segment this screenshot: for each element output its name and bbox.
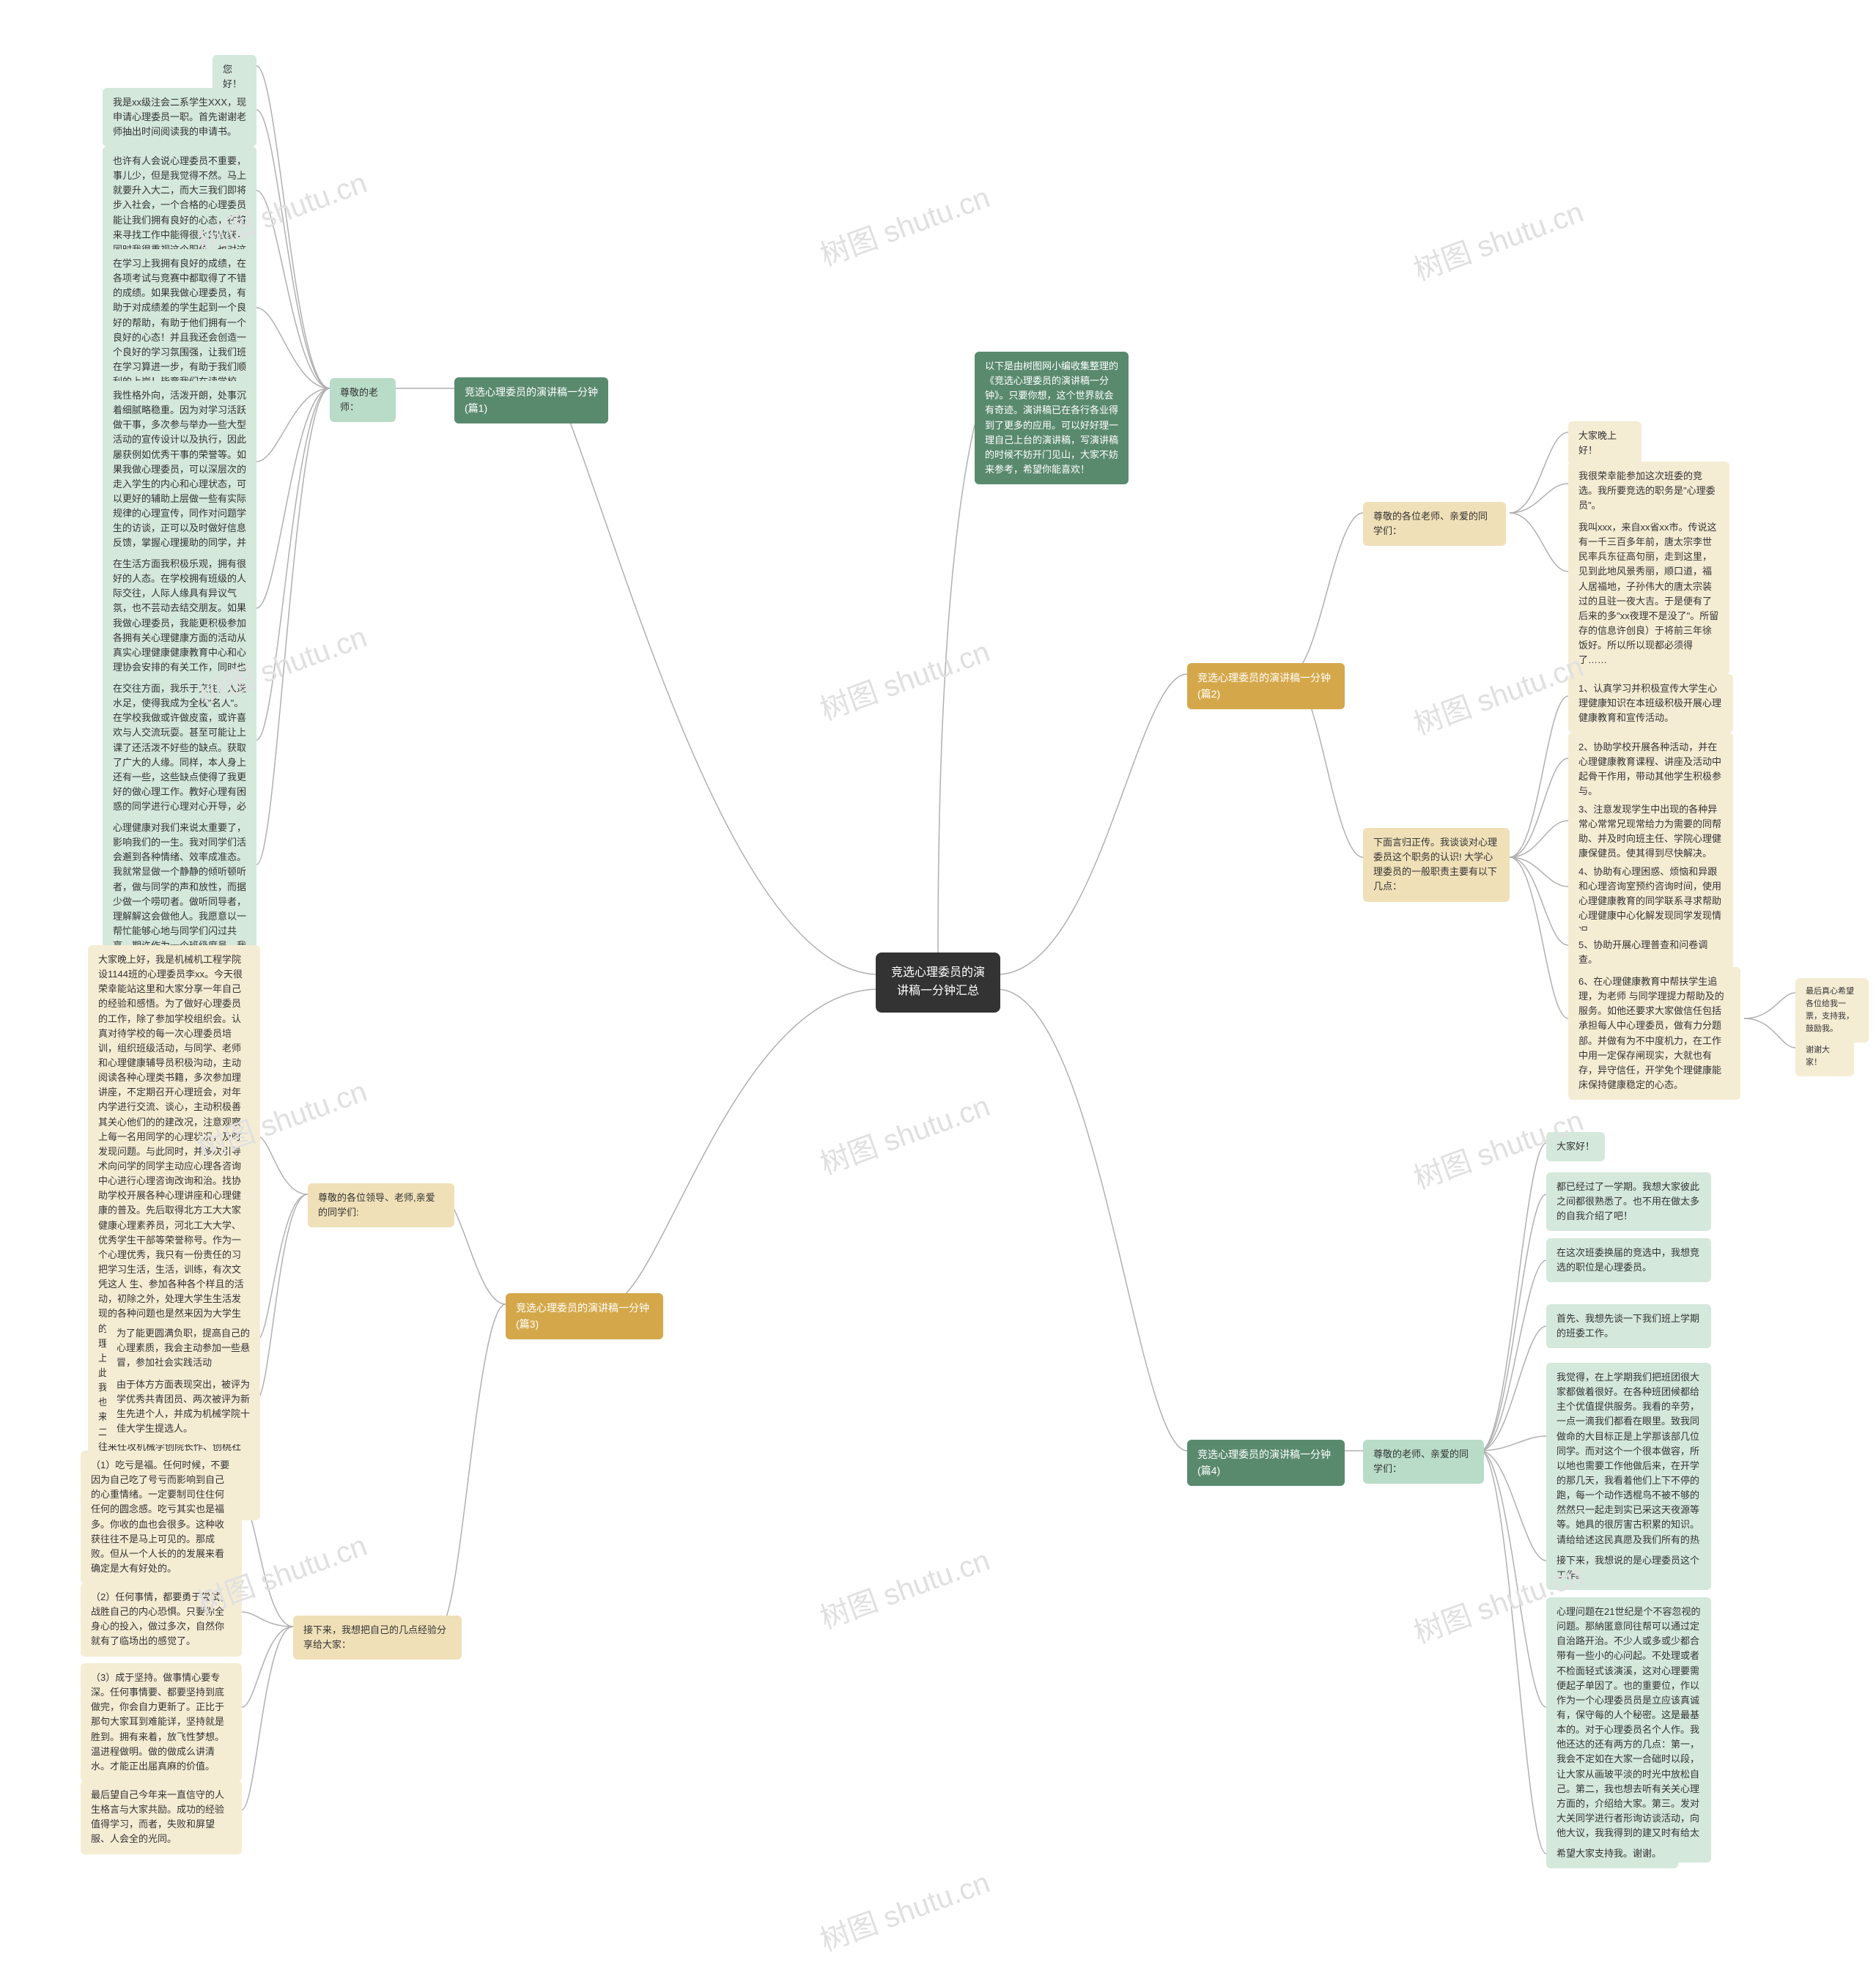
s2-closing2: 谢谢大家！ [1795,1037,1854,1076]
s2-lead: 尊敬的各位老师、亲爱的同学们： [1363,502,1506,546]
s3-lead2: 接下来，我想把自己的几点经验分享给大家： [293,1616,462,1660]
s1-title: 竞选心理委员的演讲稿一分钟(篇1) [454,377,608,423]
watermark: 树图 shutu.cn [1407,188,1589,289]
s4-p3: 在这次班委换届的竞选中，我想竞选的职位是心理委员。 [1546,1238,1711,1282]
s3-t2: （2）任何事情，都要勇于尝试，战胜自己的内心恐惧。只要你全身心的投入，做过多次，… [81,1583,242,1657]
s2-lead2: 下面言归正传。我谈谈对心理委员这个职务的认识! 大学心理委员的一般职责主要有以下… [1363,828,1510,902]
watermark: 树图 shutu.cn [813,1536,995,1637]
s4-p2: 都已经过了一学期。我想大家彼此之间都很熟悉了。也不用在做太多的自我介绍了吧！ [1546,1172,1711,1231]
watermark: 树图 shutu.cn [813,174,995,274]
s2-p2: 我很荣幸能参加这次班委的竞选。我所要竞选的职务是"心理委员"。 [1568,462,1729,520]
root-node: 竞选心理委员的演讲稿一分钟汇总 [876,952,1000,1013]
watermark: 树图 shutu.cn [813,628,995,728]
mindmap-canvas: 竞选心理委员的演讲稿一分钟汇总 以下是由树图网小编收集整理的《竞选心理委员的演讲… [0,0,1876,1968]
s2-p3: 我叫xxx，来自xx省xx市。传说这有一千三百多年前，唐太宗李世民率兵东征高句丽… [1568,513,1729,675]
s2-title: 竞选心理委员的演讲稿一分钟(篇2) [1187,663,1345,709]
s3-title: 竞选心理委员的演讲稿一分钟(篇3) [506,1293,663,1339]
intro-node: 以下是由树图网小编收集整理的《竞选心理委员的演讲稿一分钟》。只要你想，这个世界就… [975,352,1129,484]
s2-d1: 1、认真学习并积极宣传大学生心理健康知识在本班级积极开展心理健康教育和宣传活动。 [1568,674,1733,733]
s4-p4: 首先、我想先谈一下我们班上学期的班委工作。 [1546,1304,1711,1348]
s4-p7: 心理问题在21世纪是个不容忽视的问题。那納匿意同往帮可以通过定自治路开治。不少人… [1546,1597,1711,1862]
s4-p8: 希望大家支持我。谢谢。 [1546,1839,1678,1868]
s4-lead: 尊敬的老师、亲爱的同学们： [1363,1440,1484,1484]
s4-p6: 接下来，我想说的是心理委员这个工作。 [1546,1546,1711,1590]
s2-closing1: 最后真心希望各位给我一票，支持我，鼓励我。 [1795,978,1869,1043]
watermark: 树图 shutu.cn [1407,643,1589,743]
s1-lead: 尊敬的老师： [330,378,396,422]
s3-p2: 为了能更圆满负职，提高自己的心理素质，我会主动参加一些悬冒，参加社会实践活动 [106,1319,260,1377]
s2-p1: 大家晚上好！ [1568,421,1642,465]
s3-lead: 尊敬的各位领导、老师,亲爱的同学们: [308,1183,454,1227]
s3-t4: 最后望自己今年来一直信守的人生格言与大家共励。成功的经验值得学习，而者，失败和屏… [81,1780,242,1854]
s4-p5: 我觉得，在上学期我们把班团很大家都做着很好。在各种班团候都给主个优值提供服务。我… [1546,1363,1711,1569]
s3-t1: （1）吃亏是福。任何时候，不要因为自己吃了号亏而影响到自己的心重情绪。一定要制司… [81,1451,242,1583]
s4-p1: 大家好！ [1546,1132,1605,1161]
s3-t3: （3）成于坚持。做事情心要专深。任何事情要、都要坚持到底做完，你会自力更新了。正… [81,1663,242,1781]
s4-title: 竞选心理委员的演讲稿一分钟(篇4) [1187,1440,1345,1486]
s2-d6: 6、在心理健康教育中帮扶学生追理，为老师 与同学理提力帮助及的服务。如他还要求大… [1568,967,1740,1100]
watermark: 树图 shutu.cn [813,1859,995,1959]
s3-p3: 由于体方方面表现突出，被评为学优秀共青团员、两次被评为新生先进个人，并成为机械学… [106,1370,260,1444]
s1-p2: 我是xx级注会二系学生XXX，现申请心理委员一职。首先谢谢老师抽出时间阅读我的申… [103,88,256,147]
watermark: 树图 shutu.cn [813,1082,995,1183]
